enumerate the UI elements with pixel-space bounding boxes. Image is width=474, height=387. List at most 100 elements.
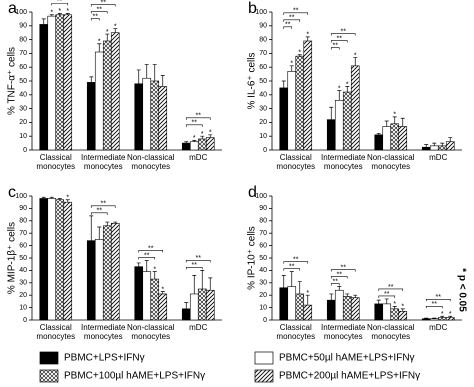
error-bar [97,43,102,53]
legend-label: PBMC+50µl hAME+LPS+IFNγ [279,353,415,364]
y-tick-label: 30 [19,105,27,112]
error-bar [113,221,118,224]
bar [382,303,392,321]
bar [398,126,408,151]
significance-star: * [401,304,404,311]
bracket-label: ** [289,15,295,22]
significance-bracket [283,12,309,15]
error-bar [400,117,405,127]
error-bar [184,302,189,309]
y-tick-label: 70 [19,230,27,237]
bar [205,289,215,321]
y-tick-label: 50 [259,255,267,262]
bar [421,146,431,151]
bracket-label: ** [388,284,394,291]
x-tick-label: Non-classical monocytes [127,323,175,341]
bar [94,239,104,321]
significance-star: * [393,112,396,119]
significance-bracket [283,268,301,271]
legend-swatch [39,369,59,383]
error-bar [65,13,70,15]
y-tick-label: 0 [23,317,27,324]
panel-letter: d [248,184,257,201]
x-tick-label: Non-classical monocytes [367,153,415,171]
bar [374,303,384,321]
bar [102,225,112,321]
bar [102,40,112,151]
bracket-label: ** [192,262,198,269]
y-tick-label: 100 [15,9,27,16]
error-bar [41,18,46,25]
significance-star: * [201,131,204,138]
bar [181,308,191,321]
bar [55,199,65,321]
significance-star: * [193,135,196,142]
bar [421,318,431,321]
y-tick-label: 30 [19,280,27,287]
bar [303,40,313,151]
y-axis-label: % IP-10⁺ cells [247,226,258,290]
significance-bracket [138,257,156,260]
bar [390,308,400,321]
bar [398,311,408,321]
significance-star: * [449,311,452,318]
error-bar [337,286,342,291]
bar [295,55,305,151]
y-tick-label: 0 [23,147,27,154]
bracket-label: ** [337,35,343,42]
y-tick-label: 60 [19,242,27,249]
significance-bracket [283,19,301,22]
bar [342,296,352,321]
bracket-label: ** [192,120,198,127]
error-bar [400,308,405,312]
x-tick-label: mDC [189,153,207,162]
x-tick-label: Intermediate monocytes [321,153,366,171]
error-bar [384,298,389,304]
significance-star: * [209,130,212,137]
y-tick-label: 80 [259,218,267,225]
error-bar [289,65,294,72]
error-bar [329,293,334,301]
error-bar [49,196,54,199]
error-bar [345,86,350,93]
significance-bracket [330,33,356,36]
y-tick-label: 50 [19,255,27,262]
y-tick-label: 20 [19,119,27,126]
bracket-label: ** [196,113,202,120]
error-bar [192,139,197,142]
y-tick-label: 60 [19,64,27,71]
error-bar [57,13,62,15]
y-tick-label: 80 [19,36,27,43]
bar [437,145,447,151]
error-bar [424,317,429,319]
y-axis-label: % TNF-α⁺ cells [7,47,18,115]
bracket-label: ** [341,264,347,271]
bar [326,119,336,151]
error-bar [376,133,381,135]
error-bar [432,317,437,319]
significance-bracket [283,26,293,29]
bar [158,293,168,321]
error-bar [208,134,213,138]
panel-letter: c [8,184,16,201]
bar [55,14,65,151]
y-tick-label: 60 [259,242,267,249]
x-tick-label: Classical monocytes [36,323,75,341]
significance-bracket [378,288,404,291]
y-tick-label: 40 [19,92,27,99]
bar [94,51,104,151]
bar [39,24,49,151]
significance-bracket [185,260,211,263]
bracket-label: ** [384,291,390,298]
y-tick-label: 90 [19,205,27,212]
bracket-label: ** [289,263,295,270]
bar [429,145,439,151]
y-tick-label: 70 [19,50,27,57]
error-bar [184,141,189,144]
error-bar [89,76,94,83]
error-bar [41,196,46,199]
bar [279,87,289,151]
panel-letter: b [248,0,257,17]
bar [134,83,144,151]
bar [150,278,160,321]
